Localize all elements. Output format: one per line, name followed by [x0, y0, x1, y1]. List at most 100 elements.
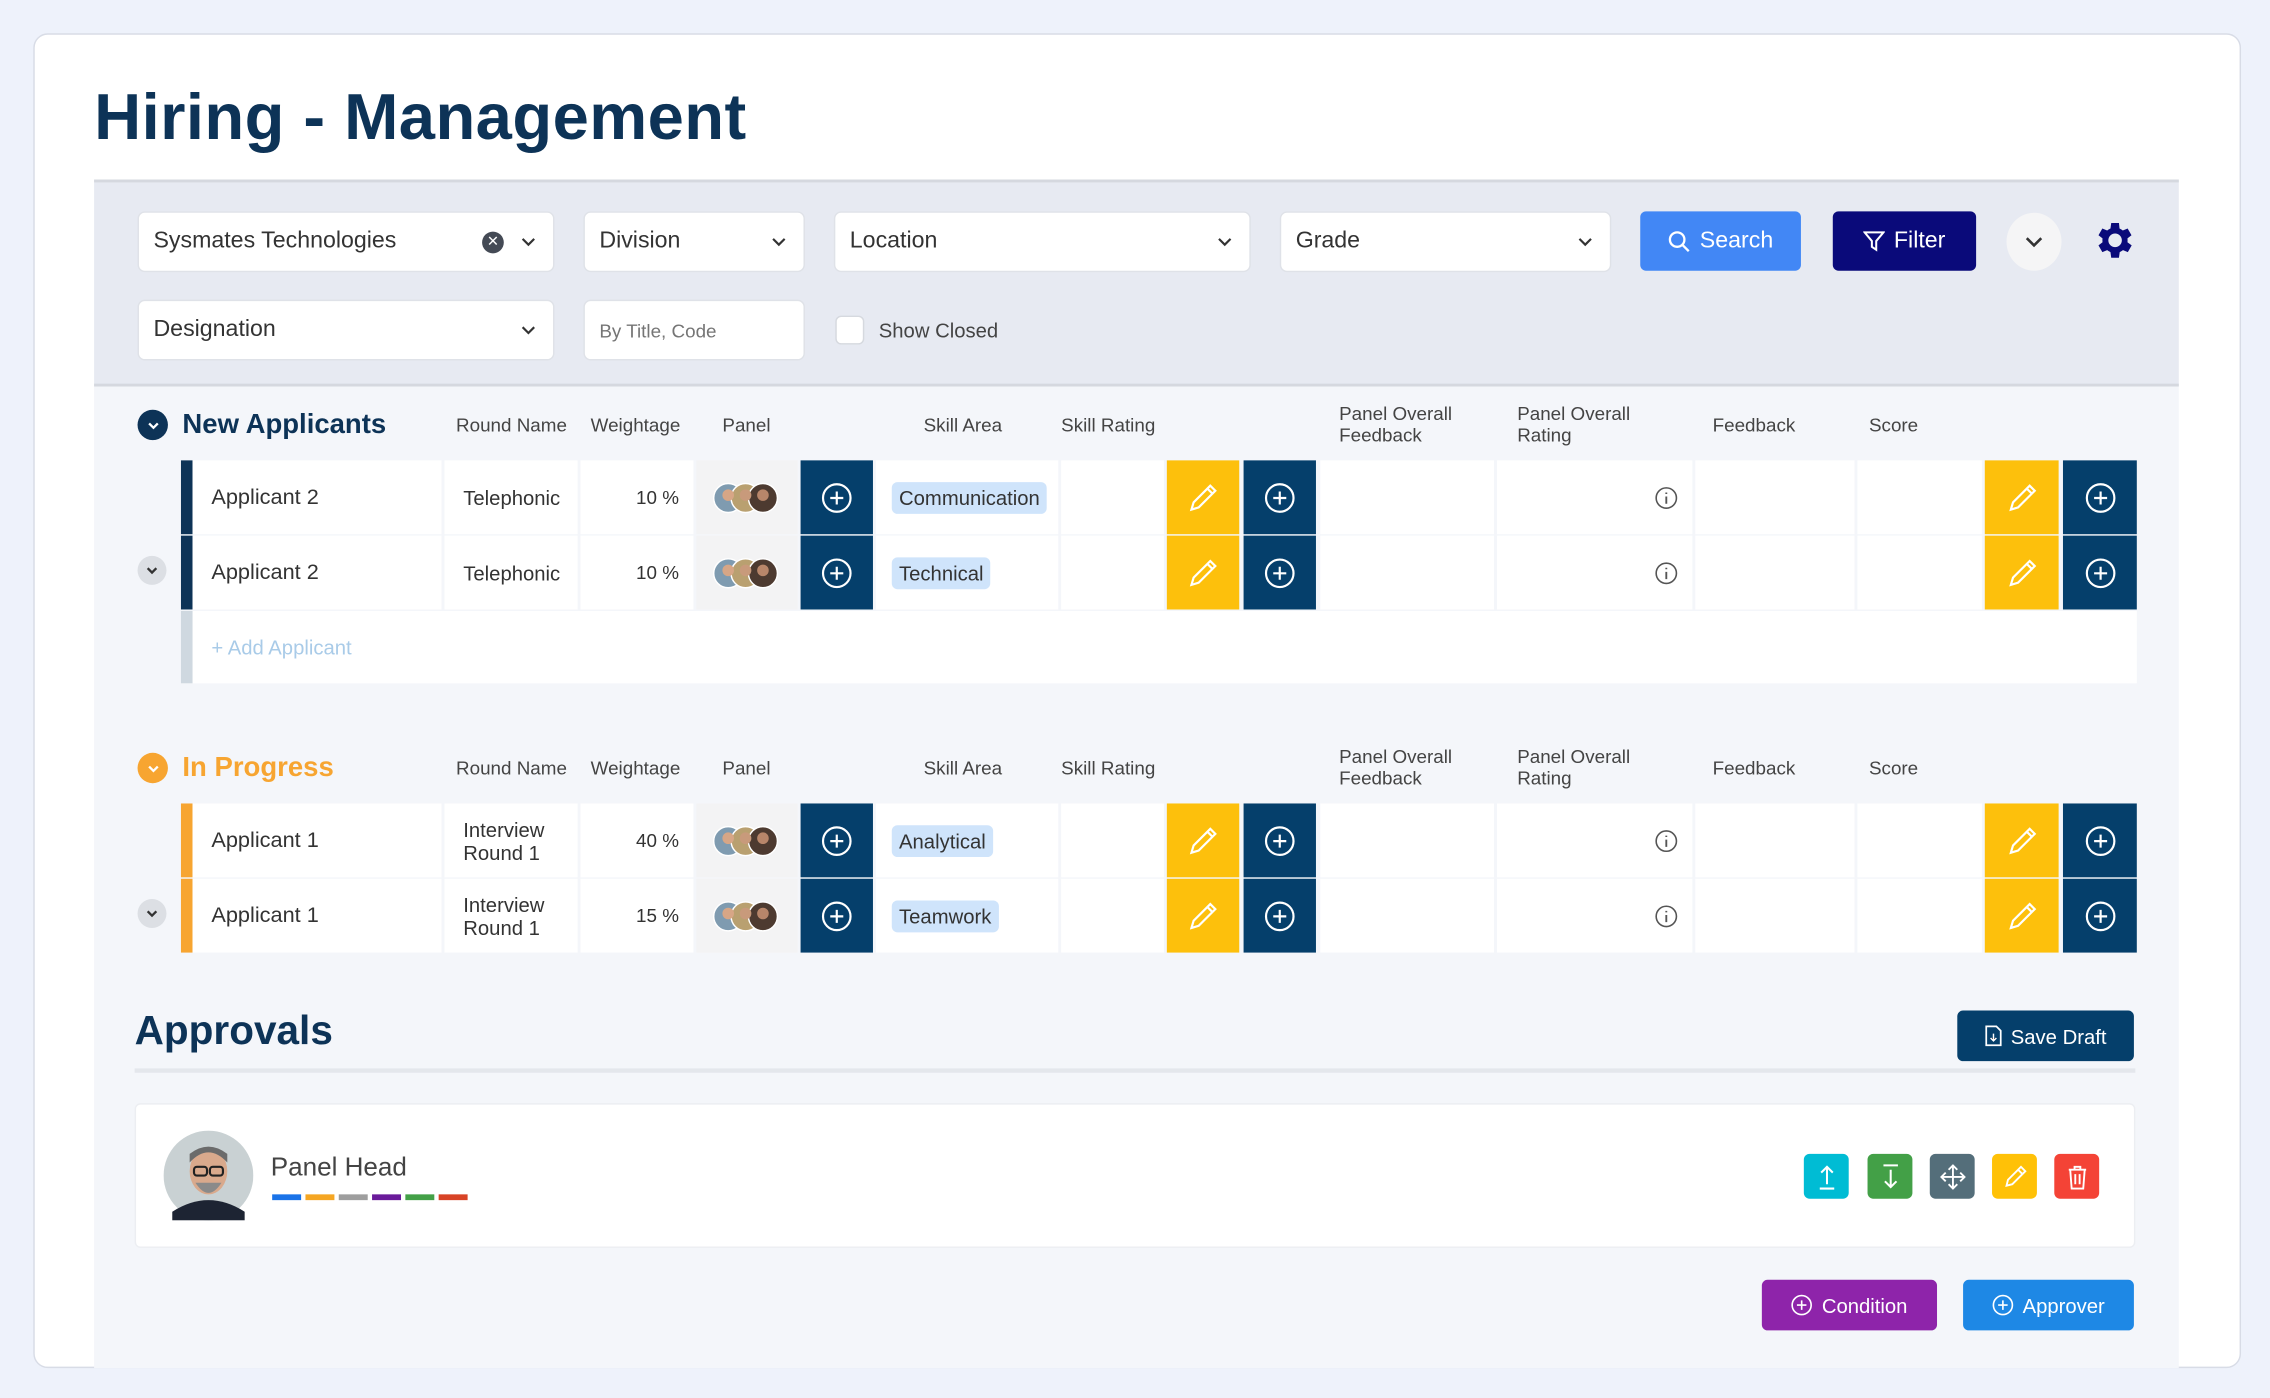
info-icon[interactable]: [1655, 486, 1678, 509]
edit-row-button[interactable]: [1984, 803, 2059, 878]
column-header-line: Panel Overall: [1339, 745, 1453, 768]
gear-icon[interactable]: [2092, 217, 2138, 263]
search-button[interactable]: Search: [1640, 211, 1801, 271]
round-name: Telephonic: [444, 460, 578, 535]
panel-overall-feedback-cell[interactable]: [1320, 803, 1495, 878]
feedback-cell[interactable]: [1695, 535, 1855, 610]
add-panel-button[interactable]: [800, 803, 873, 878]
applicant-name[interactable]: Applicant 2: [192, 535, 442, 610]
filter-button[interactable]: Filter: [1832, 211, 1977, 271]
applicant-name[interactable]: Applicant 1: [192, 878, 442, 953]
row-expand-toggle[interactable]: [137, 899, 167, 928]
show-closed-label: Show Closed: [878, 318, 999, 342]
move-up-button[interactable]: [1803, 1153, 1849, 1199]
add-row-button[interactable]: [2062, 535, 2137, 610]
show-closed-checkbox[interactable]: [835, 315, 865, 345]
skill-chip: Technical: [891, 556, 991, 589]
add-applicant-row[interactable]: + Add Applicant: [180, 610, 2137, 684]
filter-label: Filter: [1893, 228, 1946, 253]
designation-label: Designation: [153, 317, 276, 342]
save-draft-label: Save Draft: [2010, 1024, 2107, 1048]
skill-rating-cell[interactable]: [1061, 535, 1164, 610]
edit-skill-button[interactable]: [1166, 535, 1240, 610]
move-down-button[interactable]: [1867, 1153, 1913, 1199]
table-row[interactable]: Applicant 1 Interview Round 1 40 % Analy…: [180, 803, 2137, 878]
location-select[interactable]: Location: [833, 211, 1251, 273]
info-icon[interactable]: [1655, 904, 1678, 927]
company-select[interactable]: Sysmates Technologies ✕: [137, 211, 555, 273]
applicant-name[interactable]: Applicant 2: [192, 460, 442, 535]
panel-overall-rating-cell: [1496, 803, 1693, 878]
round-name: Telephonic: [444, 535, 578, 610]
section-title: In Progress: [182, 752, 334, 784]
chevron-down-icon: [146, 910, 158, 918]
add-skill-button[interactable]: [1243, 535, 1316, 610]
section-toggle[interactable]: [137, 409, 168, 441]
skill-rating-cell[interactable]: [1061, 878, 1164, 953]
feedback-cell[interactable]: [1695, 460, 1855, 535]
grade-select[interactable]: Grade: [1279, 211, 1612, 273]
column-header-score: Score: [1868, 414, 1919, 436]
panel-overall-rating-cell: [1496, 460, 1693, 535]
division-select[interactable]: Division: [583, 211, 805, 273]
skill-area-cell: Teamwork: [875, 878, 1059, 953]
approver-label: Approver: [2022, 1293, 2105, 1317]
table-row[interactable]: Applicant 1 Interview Round 1 15 % Teamw…: [180, 878, 2137, 953]
expand-filters-button[interactable]: [2006, 212, 2062, 271]
column-header-panel: Panel: [722, 757, 771, 779]
move-button[interactable]: [1929, 1153, 1975, 1199]
add-skill-button[interactable]: [1243, 878, 1316, 953]
add-panel-button[interactable]: [800, 535, 873, 610]
section-toggle[interactable]: [137, 752, 168, 784]
table-row[interactable]: Applicant 2 Telephonic 10 % Communicatio…: [180, 460, 2137, 535]
edit-skill-button[interactable]: [1166, 460, 1240, 535]
score-cell[interactable]: [1857, 460, 1982, 535]
applicant-name[interactable]: Applicant 1: [192, 803, 442, 878]
add-skill-button[interactable]: [1243, 803, 1316, 878]
score-cell[interactable]: [1857, 535, 1982, 610]
save-draft-button[interactable]: Save Draft: [1957, 1010, 2134, 1062]
info-icon[interactable]: [1655, 829, 1678, 852]
score-cell[interactable]: [1857, 878, 1982, 953]
edit-row-button[interactable]: [1984, 535, 2059, 610]
plus-circle-icon: [1992, 1294, 2014, 1316]
panel-overall-rating-cell: [1496, 535, 1693, 610]
designation-select[interactable]: Designation: [137, 299, 555, 361]
trash-icon: [2068, 1165, 2086, 1189]
panel-overall-feedback-cell[interactable]: [1320, 878, 1495, 953]
skill-rating-cell[interactable]: [1061, 460, 1164, 535]
chevron-down-icon: [521, 238, 535, 247]
panel-overall-feedback-cell[interactable]: [1320, 535, 1495, 610]
add-skill-button[interactable]: [1243, 460, 1316, 535]
feedback-cell[interactable]: [1695, 803, 1855, 878]
add-applicant-link[interactable]: + Add Applicant: [211, 635, 352, 659]
edit-row-button[interactable]: [1984, 878, 2059, 953]
edit-skill-button[interactable]: [1166, 878, 1240, 953]
column-header-line: Rating: [1517, 767, 1572, 789]
add-row-button[interactable]: [2062, 803, 2137, 878]
plus-circle-icon: [821, 825, 852, 856]
panel-overall-feedback-cell[interactable]: [1320, 460, 1495, 535]
add-condition-button[interactable]: Condition: [1761, 1279, 1938, 1331]
clear-icon[interactable]: ✕: [482, 230, 504, 253]
add-row-button[interactable]: [2062, 460, 2137, 535]
score-cell[interactable]: [1857, 803, 1982, 878]
title-code-search-input[interactable]: [583, 299, 805, 361]
edit-approver-button[interactable]: [1992, 1153, 2037, 1199]
chevron-down-icon: [147, 421, 158, 429]
skill-rating-cell[interactable]: [1061, 803, 1164, 878]
add-approver-button[interactable]: Approver: [1963, 1279, 2134, 1331]
add-row-button[interactable]: [2062, 878, 2137, 953]
add-panel-button[interactable]: [800, 460, 873, 535]
row-expand-toggle[interactable]: [137, 555, 167, 585]
table-row[interactable]: Applicant 2 Telephonic 10 % Technical: [180, 535, 2137, 610]
edit-skill-button[interactable]: [1166, 803, 1240, 878]
info-icon[interactable]: [1655, 561, 1678, 584]
feedback-cell[interactable]: [1695, 878, 1855, 953]
round-name: Interview Round 1: [444, 803, 578, 878]
column-header-skill_rating: Skill Rating: [1061, 757, 1156, 779]
edit-row-button[interactable]: [1984, 460, 2059, 535]
column-header-line: Feedback: [1339, 767, 1422, 789]
delete-approver-button[interactable]: [2054, 1153, 2100, 1199]
add-panel-button[interactable]: [800, 878, 873, 953]
